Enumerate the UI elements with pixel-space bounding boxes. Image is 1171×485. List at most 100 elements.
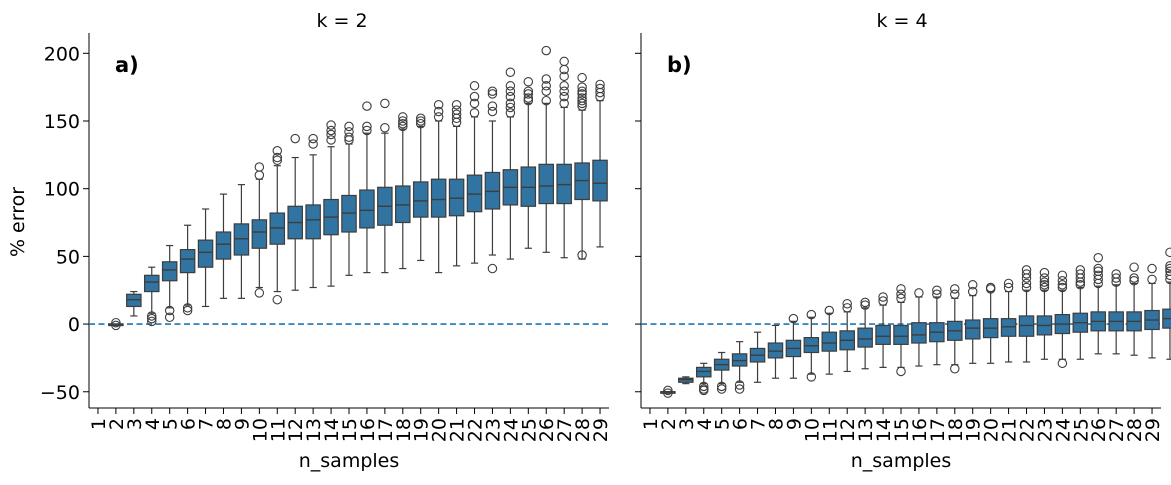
box-iqr xyxy=(592,159,608,202)
box-n28 xyxy=(1126,262,1142,356)
outlier-point xyxy=(344,127,354,137)
outlier-point xyxy=(716,381,727,392)
box-n24 xyxy=(1054,270,1071,369)
outlier-point xyxy=(734,384,745,394)
outlier-point xyxy=(362,121,372,132)
box-n27 xyxy=(556,56,572,259)
x-tick-label: 29 xyxy=(590,418,612,442)
x-tick-label: 8 xyxy=(765,418,787,430)
outlier-point xyxy=(985,282,996,293)
x-tick-label: 24 xyxy=(1052,418,1074,442)
x-tick-label: 14 xyxy=(321,418,343,442)
x-tick-label: 27 xyxy=(554,418,576,442)
outlier-point xyxy=(487,101,498,111)
panel-title-k2: k = 2 xyxy=(316,10,367,32)
box-n6 xyxy=(179,224,196,316)
outlier-point xyxy=(398,112,408,122)
outlier-point xyxy=(487,263,498,274)
outlier-point xyxy=(398,121,408,132)
outlier-point xyxy=(523,93,534,103)
box-iqr xyxy=(911,322,927,344)
x-tick-label: 5 xyxy=(712,418,734,430)
box-n29 xyxy=(592,79,608,248)
box-n25 xyxy=(1072,265,1089,360)
box-nundefined xyxy=(1162,247,1171,360)
box-n12 xyxy=(839,299,855,373)
box-n18 xyxy=(395,112,411,270)
x-tick-label: 5 xyxy=(160,418,182,430)
box-iqr xyxy=(430,178,447,218)
outlier-point xyxy=(523,95,534,106)
x-tick-label: 10 xyxy=(801,418,823,442)
box-iqr xyxy=(964,319,981,340)
x-tick-label: 15 xyxy=(891,418,913,442)
x-axis-label-a: n_samples xyxy=(299,450,400,472)
y-tick-label: 150 xyxy=(44,111,80,133)
x-tick-label: 16 xyxy=(909,418,931,442)
outlier-point xyxy=(1129,273,1139,283)
outlier-point xyxy=(541,81,551,91)
box-n19 xyxy=(412,113,429,262)
outlier-point xyxy=(1129,275,1139,286)
outlier-point xyxy=(1093,252,1103,263)
outlier-point xyxy=(433,106,444,117)
outlier-point xyxy=(1093,270,1103,281)
box-n8 xyxy=(767,324,784,379)
outlier-point xyxy=(523,76,534,87)
panel-k4: k = 4 b) 1234567891011121314151617181920… xyxy=(635,10,1171,472)
x-tick-label: 19 xyxy=(963,418,985,442)
outlier-point xyxy=(734,380,745,390)
outlier-point xyxy=(1111,273,1121,283)
box-iqr xyxy=(857,327,873,348)
outlier-point xyxy=(1021,282,1032,293)
box-n7 xyxy=(197,208,214,308)
x-tick-label: 1 xyxy=(88,418,110,430)
outlier-point xyxy=(577,86,587,96)
outlier-point xyxy=(451,105,462,115)
y-tick-label: 200 xyxy=(44,43,80,65)
box-n5 xyxy=(161,244,178,323)
box-n28 xyxy=(574,72,590,260)
outlier-point xyxy=(164,305,175,316)
y-axis-label: % error xyxy=(7,187,29,257)
outlier-point xyxy=(824,305,835,316)
x-axis-label-b: n_samples xyxy=(851,450,952,472)
x-tick-label: 25 xyxy=(1070,418,1092,442)
panel-title-k4: k = 4 xyxy=(876,10,927,32)
outlier-point xyxy=(1057,275,1068,286)
box-n13 xyxy=(305,133,321,289)
outlier-point xyxy=(308,133,318,144)
outlier-point xyxy=(326,120,336,130)
outlier-point xyxy=(1039,267,1050,278)
outlier-point xyxy=(398,116,408,126)
x-tick-label: 9 xyxy=(783,418,805,430)
outlier-point xyxy=(842,299,852,309)
outlier-point xyxy=(914,288,924,298)
x-tick-label: 26 xyxy=(536,418,558,442)
y-tick-label: 50 xyxy=(56,246,80,268)
outlier-point xyxy=(559,91,569,102)
outlier-point xyxy=(1165,247,1171,258)
outlier-point xyxy=(487,89,498,99)
box-n29 xyxy=(1144,263,1160,359)
outlier-point xyxy=(272,294,283,305)
x-tick-label: 10 xyxy=(249,418,271,442)
outlier-point xyxy=(505,91,516,102)
box-n21 xyxy=(1000,278,1017,363)
box-n15 xyxy=(341,121,357,276)
outlier-point xyxy=(1165,263,1171,274)
box-n4 xyxy=(143,266,160,327)
box-n16 xyxy=(359,101,375,274)
outlier-point xyxy=(1003,278,1014,289)
x-tick-label: 18 xyxy=(945,418,967,442)
outlier-point xyxy=(559,81,569,91)
outlier-point xyxy=(1057,282,1068,293)
x-tick-label: 3 xyxy=(676,418,698,430)
outlier-point xyxy=(967,280,978,290)
box-n3 xyxy=(678,376,694,385)
x-tick-label: 12 xyxy=(837,418,859,442)
outlier-point xyxy=(147,316,157,327)
box-n10 xyxy=(803,309,820,382)
